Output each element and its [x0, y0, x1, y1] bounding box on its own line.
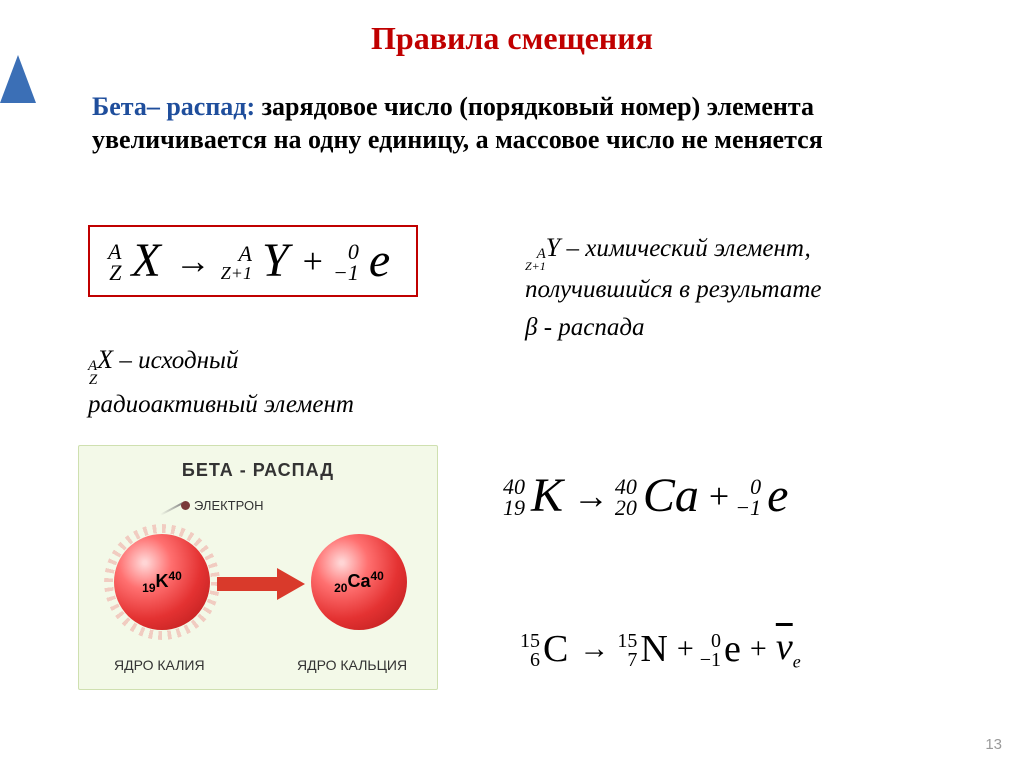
electron-label: ЭЛЕКТРОН	[194, 498, 264, 513]
n-symbol: N	[640, 627, 667, 671]
electron-dot-icon	[181, 501, 190, 510]
legend-product: A Z+1 Y – химический элемент, получивший…	[525, 228, 985, 348]
legend-parent: A Z X – исходный радиоактивный элемент	[88, 340, 508, 424]
carbon-example-formula: 15 6 C → 15 7 N + 0 −1 e + νe	[520, 625, 804, 673]
plus-icon: +	[709, 475, 729, 517]
antineutrino-symbol: νe	[776, 625, 801, 673]
parent-nucleus-sphere: 19K40	[114, 534, 210, 630]
legend-parent-presub: A Z	[88, 359, 97, 388]
ex-electron-presub: 0 −1	[735, 477, 761, 519]
generic-electron-presub: 0 −1	[333, 242, 359, 284]
diagram-title: БЕТА - РАСПАД	[79, 460, 437, 481]
product-caption: ЯДРО КАЛЬЦИЯ	[297, 657, 407, 673]
legend-product-symbol: Y	[546, 233, 560, 262]
electron-trail-icon	[160, 502, 183, 516]
product-nucleus-sphere: 20Ca40	[311, 534, 407, 630]
intro-term: Бета– распад:	[92, 92, 255, 121]
c-symbol: C	[543, 627, 568, 671]
parent-nucleus-label: 19K40	[142, 569, 182, 595]
legend-product-text2: получившийся в результате	[525, 276, 822, 303]
ca-presub: 40 20	[615, 477, 637, 519]
plus-icon: +	[677, 632, 694, 666]
generic-electron-symbol: e	[369, 237, 390, 285]
product-nucleus-label: 20Ca40	[334, 569, 384, 595]
legend-product-text1: – химический элемент,	[560, 235, 811, 262]
generic-product-symbol: Y	[262, 237, 289, 285]
page-title: Правила смещения	[0, 0, 1024, 57]
generic-product-presub: A Z+1	[221, 244, 252, 282]
plus-icon: +	[303, 243, 323, 279]
ca-symbol: Ca	[643, 468, 699, 523]
arrow-icon: →	[579, 632, 609, 666]
legend-product-presub: A Z+1	[525, 247, 546, 273]
generic-formula-box: A Z X → A Z+1 Y + 0 −1 e	[88, 225, 418, 297]
k-presub: 40 19	[503, 477, 525, 519]
c-presub: 15 6	[520, 632, 540, 670]
plus-icon: +	[750, 632, 767, 666]
beta-decay-diagram: БЕТА - РАСПАД ЭЛЕКТРОН 19K40 20Ca40 ЯДРО…	[78, 445, 438, 690]
k-symbol: К	[531, 468, 563, 523]
arrow-icon: →	[175, 243, 211, 279]
intro-paragraph: Бета– распад: зарядовое число (порядковы…	[92, 90, 962, 157]
decay-arrow-icon	[217, 570, 307, 598]
legend-parent-text1: – исходный	[113, 347, 238, 374]
c-electron-presub: 0 −1	[700, 632, 721, 670]
potassium-example-formula: 40 19 К → 40 20 Ca + 0 −1 e	[503, 468, 792, 523]
ex-electron-symbol: e	[767, 468, 788, 523]
c-electron-symbol: e	[724, 627, 741, 671]
generic-parent-presub: A Z	[108, 242, 121, 284]
n-presub: 15 7	[617, 632, 637, 670]
legend-product-text3: - распада	[537, 314, 644, 341]
legend-parent-symbol: X	[97, 345, 113, 374]
generic-parent-symbol: X	[131, 237, 160, 285]
legend-product-beta: β	[525, 314, 537, 341]
legend-parent-text2: радиоактивный элемент	[88, 391, 354, 418]
nav-triangle-icon[interactable]	[0, 55, 36, 103]
arrow-icon: →	[573, 475, 609, 517]
parent-caption: ЯДРО КАЛИЯ	[114, 657, 205, 673]
page-number: 13	[985, 736, 1002, 753]
